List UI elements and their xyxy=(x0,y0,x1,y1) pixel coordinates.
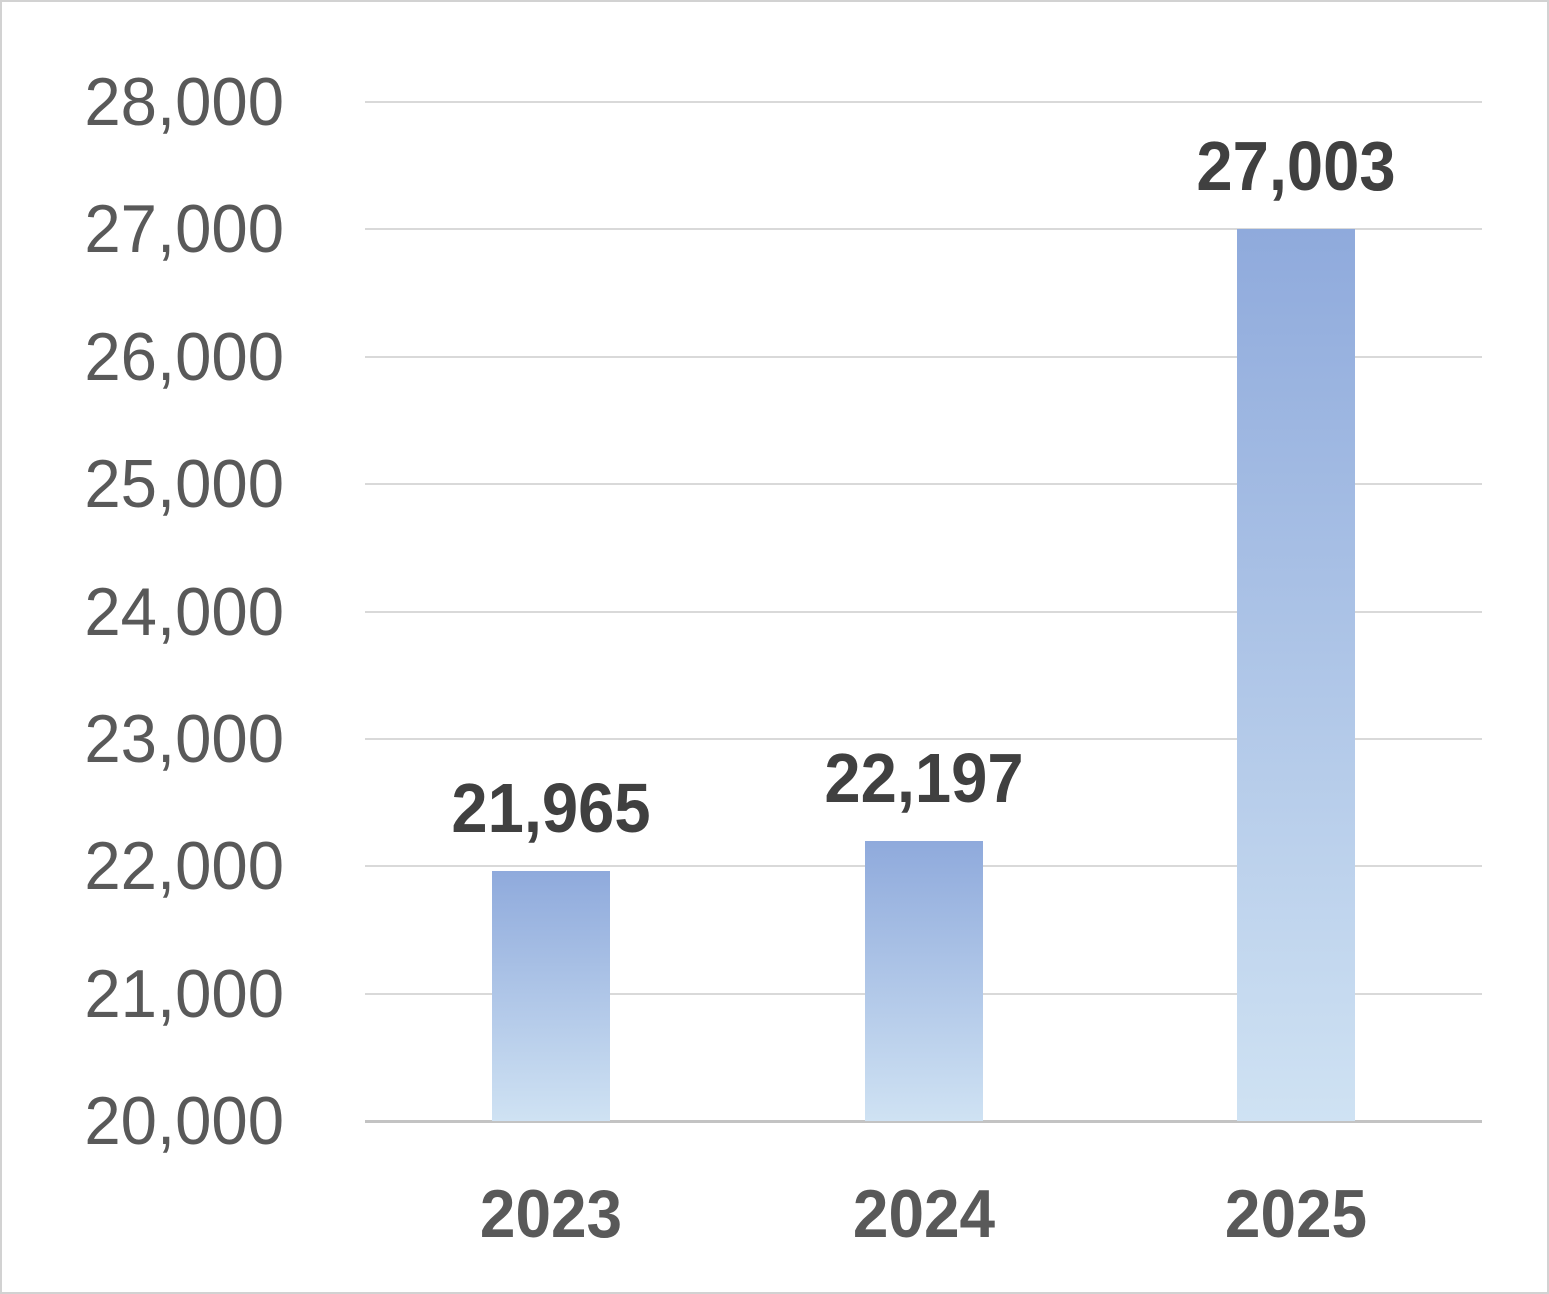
horizontal-gridline xyxy=(365,610,1482,613)
horizontal-gridline xyxy=(365,737,1482,740)
horizontal-gridline xyxy=(365,483,1482,486)
x-axis-category-label: 2024 xyxy=(852,1176,995,1252)
x-axis-line xyxy=(365,1120,1482,1123)
horizontal-gridline xyxy=(365,101,1482,103)
bar-2024 xyxy=(864,841,983,1121)
y-axis-tick-label: 24,000 xyxy=(84,573,284,650)
x-axis-category-label: 2025 xyxy=(1224,1176,1367,1252)
y-axis-tick-label: 27,000 xyxy=(84,191,284,268)
x-axis-category-label: 2023 xyxy=(480,1176,623,1252)
y-axis-tick-label: 21,000 xyxy=(84,955,284,1032)
bar-2023 xyxy=(492,870,611,1121)
bar-2025 xyxy=(1236,228,1355,1121)
y-axis-tick-label: 20,000 xyxy=(84,1083,284,1159)
y-axis-tick-label: 28,000 xyxy=(84,64,284,140)
horizontal-gridline xyxy=(365,355,1482,358)
y-axis-tick-label: 26,000 xyxy=(84,318,284,395)
bar-data-label: 27,003 xyxy=(1196,126,1396,205)
y-axis-tick-label: 25,000 xyxy=(84,446,284,523)
y-axis-tick-label: 23,000 xyxy=(84,700,284,777)
y-axis-tick-label: 22,000 xyxy=(84,828,284,905)
bar-data-label: 22,197 xyxy=(823,739,1024,818)
horizontal-gridline xyxy=(365,228,1482,231)
bar-data-label: 21,965 xyxy=(451,768,651,847)
